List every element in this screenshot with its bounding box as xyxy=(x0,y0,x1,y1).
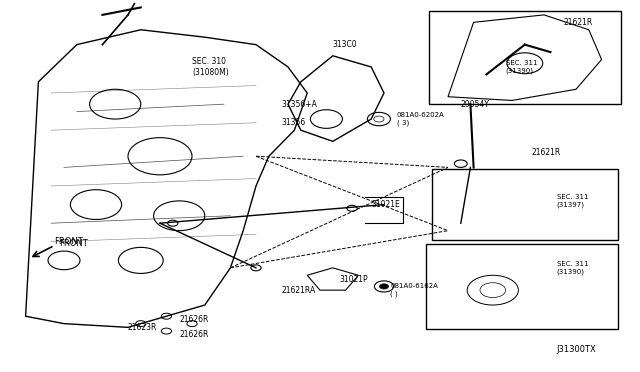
Circle shape xyxy=(347,205,357,211)
Circle shape xyxy=(374,116,384,122)
Text: 31356+A: 31356+A xyxy=(282,100,317,109)
Text: FRONT: FRONT xyxy=(54,237,83,246)
Text: 21621R: 21621R xyxy=(563,18,593,27)
Text: SEC. 311
(31397): SEC. 311 (31397) xyxy=(557,194,588,208)
Text: 29054Y: 29054Y xyxy=(461,100,490,109)
Text: 21626R: 21626R xyxy=(179,330,209,339)
Circle shape xyxy=(251,265,261,271)
Text: 31021E: 31021E xyxy=(371,200,400,209)
Circle shape xyxy=(168,220,178,226)
Text: 21623R: 21623R xyxy=(128,323,157,332)
Text: 21621RA: 21621RA xyxy=(282,286,316,295)
Text: 21626R: 21626R xyxy=(179,315,209,324)
Text: 313C0: 313C0 xyxy=(333,40,357,49)
Text: FRONT: FRONT xyxy=(60,239,88,248)
Text: SEC. 311
(31390): SEC. 311 (31390) xyxy=(506,60,537,74)
Text: 081A0-6202A
( 3): 081A0-6202A ( 3) xyxy=(397,112,445,126)
Text: SEC. 311
(31390): SEC. 311 (31390) xyxy=(557,261,588,275)
Text: SEC. 310
(31080M): SEC. 310 (31080M) xyxy=(192,57,228,77)
Text: 31021P: 31021P xyxy=(339,275,368,283)
Text: 21621R: 21621R xyxy=(531,148,561,157)
Circle shape xyxy=(380,284,388,289)
Text: J31300TX: J31300TX xyxy=(557,345,596,354)
Text: 081A0-6162A
( ): 081A0-6162A ( ) xyxy=(390,283,438,297)
Text: 31356: 31356 xyxy=(282,118,306,127)
